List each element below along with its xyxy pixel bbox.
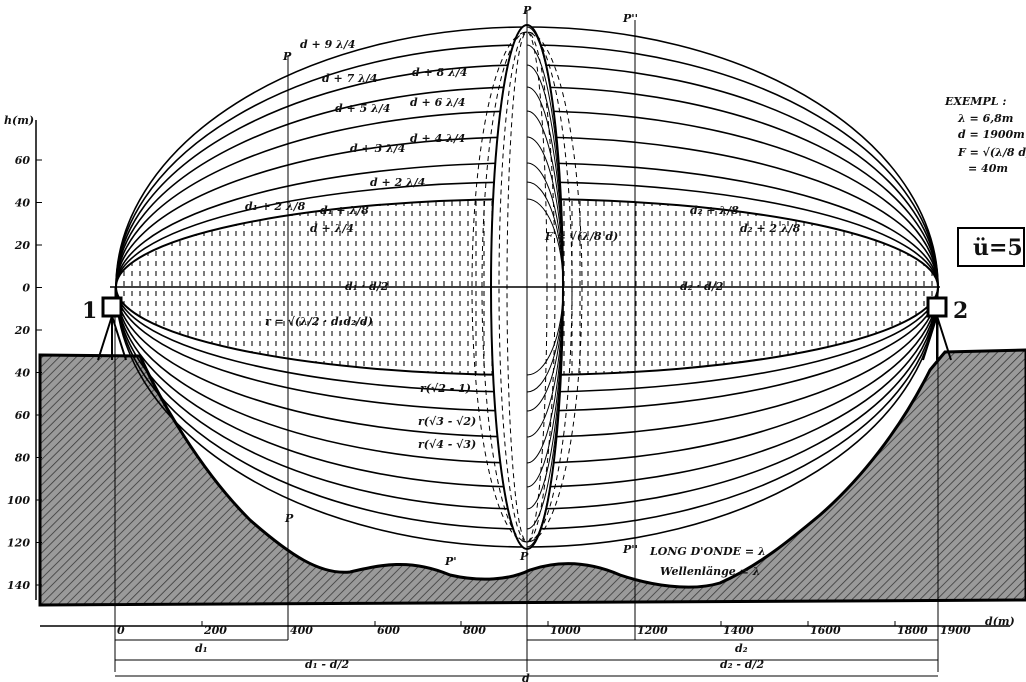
y-axis-label: h(m): [4, 114, 34, 127]
y-tick-label: 20: [14, 239, 31, 252]
x-tick-label: 1000: [550, 624, 581, 637]
legend-line: Wellenlänge = λ: [660, 565, 760, 578]
example-line: d = 1900m: [958, 128, 1025, 141]
x-tick-label: 600: [377, 624, 400, 637]
point-label: P'': [622, 12, 638, 25]
y-tick-label: 100: [7, 494, 30, 507]
y-tick-label: 120: [7, 537, 30, 550]
formula: F = √(λ/8 d): [544, 230, 618, 243]
zone-label: d + λ/4: [310, 222, 354, 235]
dimension-label: d₂: [735, 642, 748, 655]
y-tick-label: 40: [15, 197, 31, 210]
y-tick-label: 80: [15, 452, 31, 465]
badge-box: [957, 227, 1025, 267]
formula: d₁ · d/2: [345, 280, 389, 293]
dimension-lines: [115, 639, 938, 677]
zone-label: d + 3 λ/4: [350, 142, 405, 155]
point-label: P: [284, 512, 294, 525]
example-line: = 40m: [968, 162, 1008, 175]
point-label: P: [282, 50, 292, 63]
terrain: [38, 348, 1026, 607]
x-tick-label: 1600: [810, 624, 841, 637]
zone-label: d + 5 λ/4: [335, 102, 390, 115]
formula: r(√4 - √3): [418, 438, 476, 451]
zone-label: d + 8 λ/4: [412, 66, 467, 79]
zone-label: d₂ + 2 λ/8: [740, 222, 801, 235]
point-label: P'': [622, 543, 638, 556]
example-line: λ = 6,8m: [957, 112, 1013, 125]
dimension-label: d₁: [195, 642, 208, 655]
x-tick-label: 1400: [723, 624, 754, 637]
dimension-label: d: [522, 672, 530, 682]
y-tick-label: 60: [15, 409, 31, 422]
x-tick-label: 1800: [897, 624, 928, 637]
point-label: P: [519, 550, 529, 563]
point-label: P: [522, 4, 532, 17]
y-tick-label: 140: [7, 579, 30, 592]
zone-label: d₂ + λ/8: [690, 204, 739, 217]
x-axis-label: d(m): [985, 615, 1015, 628]
zone-label: d + 7 λ/4: [322, 72, 377, 85]
y-tick-label: 40: [15, 367, 31, 380]
x-tick-label: 200: [203, 624, 227, 637]
station-label: 1: [82, 298, 97, 324]
y-tick-label: 60: [15, 154, 31, 167]
y-tick-label: 20: [14, 324, 31, 337]
dimension-label: d₂ - d/2: [720, 658, 764, 671]
dimension-label: d₁ - d/2: [305, 658, 349, 671]
x-tick-label: 1200: [637, 624, 668, 637]
y-tick-label: 0: [22, 282, 30, 295]
example-line: F = √(λ/8 d): [957, 146, 1026, 159]
zone-label: d + 6 λ/4: [410, 96, 465, 109]
legend-line: LONG D'ONDE = λ: [649, 545, 766, 558]
x-tick-label: 800: [463, 624, 486, 637]
zone-label: d₁ + 2 λ/8: [245, 200, 306, 213]
formula: r(√3 - √2): [418, 415, 476, 428]
formula: r = √(λ/2 · d₁d₂/d): [265, 315, 373, 328]
badge: ü=5: [973, 235, 1023, 261]
point-label: P': [444, 555, 457, 568]
x-tick-label: 1900: [940, 624, 971, 637]
x-tick-label: 400: [290, 624, 313, 637]
verticals: [114, 10, 939, 672]
zone-label: d + 9 λ/4: [300, 38, 355, 51]
station-label: 2: [953, 298, 968, 324]
formula: d₂ · d/2: [680, 280, 724, 293]
zone-label: d + 4 λ/4: [410, 132, 465, 145]
zone-label: d₁ + λ/8: [320, 204, 369, 217]
stations: [97, 296, 952, 361]
formula: r(√2 - 1): [420, 382, 471, 395]
zone-label: d + 2 λ/4: [370, 176, 425, 189]
example-title: EXEMPL :: [944, 95, 1006, 108]
x-tick-label: 0: [117, 624, 125, 637]
